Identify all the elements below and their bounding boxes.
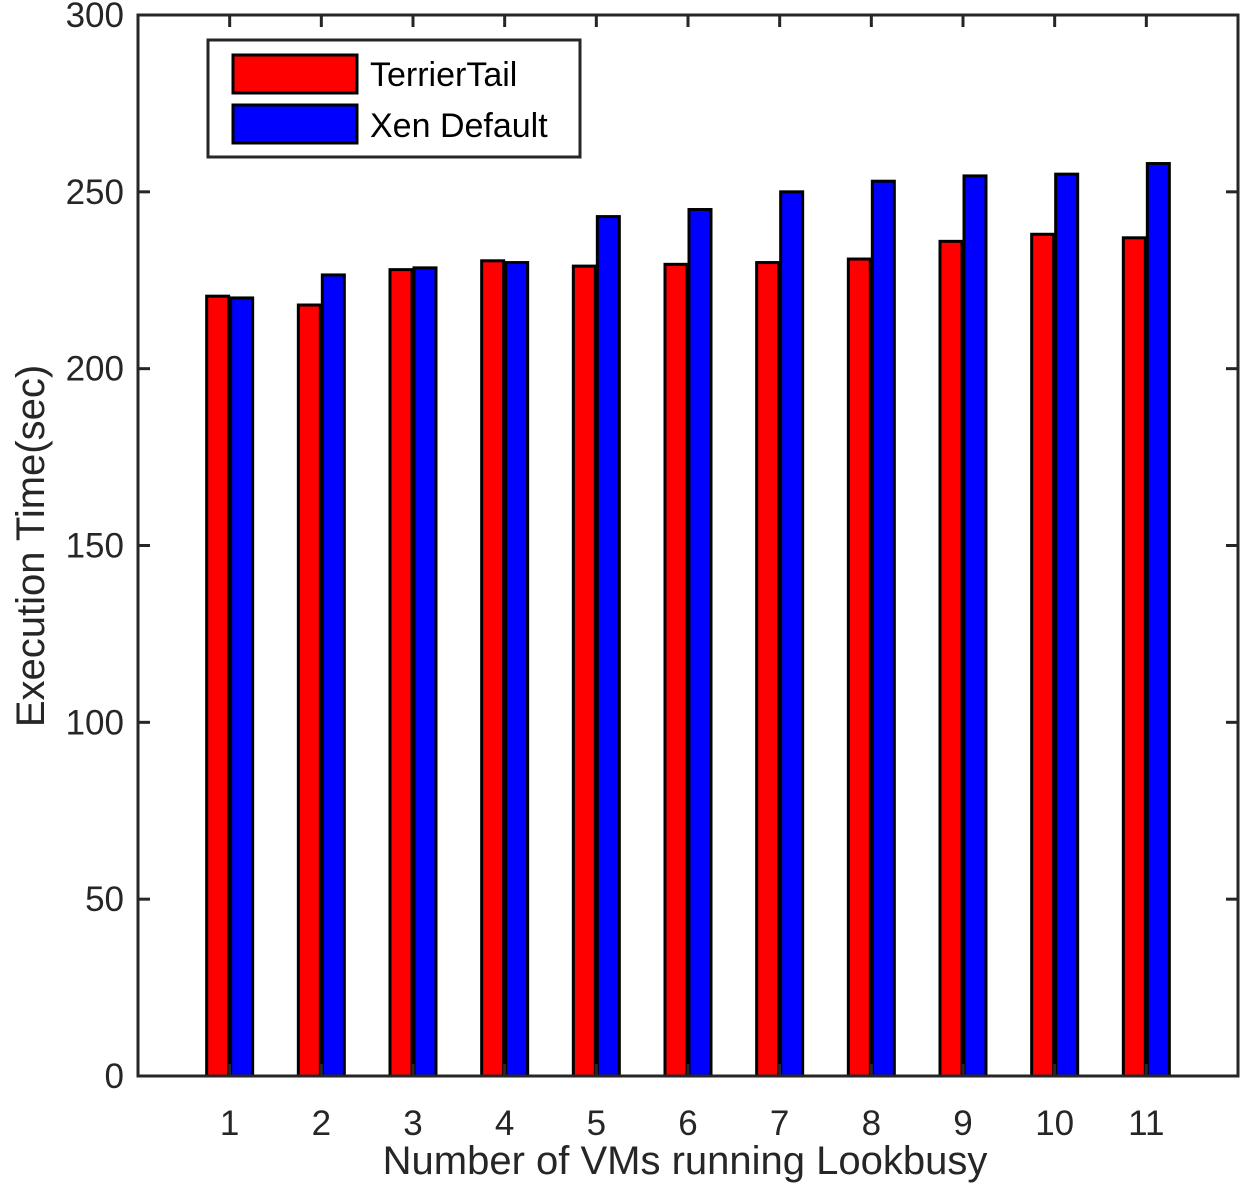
legend-label-terriertail: TerrierTail bbox=[370, 56, 517, 94]
legend-swatch-terriertail bbox=[231, 53, 359, 95]
bar-xen-default-1 bbox=[229, 296, 255, 1078]
bar-terriertail-5 bbox=[571, 264, 597, 1078]
bars-layer bbox=[205, 162, 1171, 1078]
x-tick-label-8: 8 bbox=[862, 1104, 881, 1143]
bar-xen-default-7 bbox=[779, 190, 805, 1078]
y-tick-label-0: 0 bbox=[105, 1057, 124, 1096]
bar-terriertail-11 bbox=[1121, 236, 1147, 1078]
x-tick-label-10: 10 bbox=[1035, 1104, 1074, 1143]
bar-terriertail-7 bbox=[755, 261, 781, 1078]
x-tick-label-2: 2 bbox=[312, 1104, 331, 1143]
bar-xen-default-4 bbox=[504, 261, 530, 1078]
legend: TerrierTail Xen Default bbox=[206, 38, 582, 159]
bar-terriertail-6 bbox=[663, 262, 689, 1078]
y-tick-label-150: 150 bbox=[66, 527, 124, 566]
bar-xen-default-3 bbox=[412, 266, 438, 1078]
bar-xen-default-10 bbox=[1054, 172, 1080, 1078]
bar-terriertail-9 bbox=[938, 239, 964, 1078]
y-axis-label: Execution Time(sec) bbox=[9, 365, 53, 727]
y-tick-label-200: 200 bbox=[66, 350, 124, 389]
x-tick-label-1: 1 bbox=[220, 1104, 239, 1143]
plot-frame bbox=[136, 13, 1240, 1078]
x-tick-label-4: 4 bbox=[495, 1104, 514, 1143]
bar-xen-default-11 bbox=[1145, 162, 1171, 1078]
y-tick-label-100: 100 bbox=[66, 703, 124, 742]
x-tick-label-5: 5 bbox=[587, 1104, 606, 1143]
y-tick-label-50: 50 bbox=[85, 880, 124, 919]
bar-terriertail-1 bbox=[205, 294, 231, 1078]
bar-xen-default-5 bbox=[595, 215, 621, 1078]
x-axis-label: Number of VMs running Lookbusy bbox=[383, 1139, 988, 1183]
bar-terriertail-2 bbox=[296, 303, 322, 1078]
y-tick-label-300: 300 bbox=[66, 0, 124, 35]
bar-xen-default-2 bbox=[320, 273, 346, 1078]
bar-xen-default-8 bbox=[870, 179, 896, 1078]
bar-terriertail-10 bbox=[1030, 232, 1056, 1078]
legend-swatch-xen-default bbox=[231, 103, 359, 145]
legend-label-xen-default: Xen Default bbox=[370, 107, 548, 145]
bar-xen-default-6 bbox=[687, 208, 713, 1078]
x-tick-label-11: 11 bbox=[1128, 1104, 1164, 1143]
tick-labels-layer: 0 50 100 150 200 250 300 1 2 3 4 5 6 7 8 9 10 11 bbox=[66, 0, 1165, 1143]
x-tick-label-3: 3 bbox=[403, 1104, 422, 1143]
bar-terriertail-4 bbox=[480, 259, 506, 1078]
y-tick-label-250: 250 bbox=[66, 173, 124, 212]
x-tick-label-7: 7 bbox=[770, 1104, 789, 1143]
x-tick-label-9: 9 bbox=[953, 1104, 972, 1143]
bar-terriertail-8 bbox=[846, 257, 872, 1078]
bar-xen-default-9 bbox=[962, 174, 988, 1078]
x-tick-label-6: 6 bbox=[678, 1104, 697, 1143]
bar-terriertail-3 bbox=[388, 268, 414, 1078]
